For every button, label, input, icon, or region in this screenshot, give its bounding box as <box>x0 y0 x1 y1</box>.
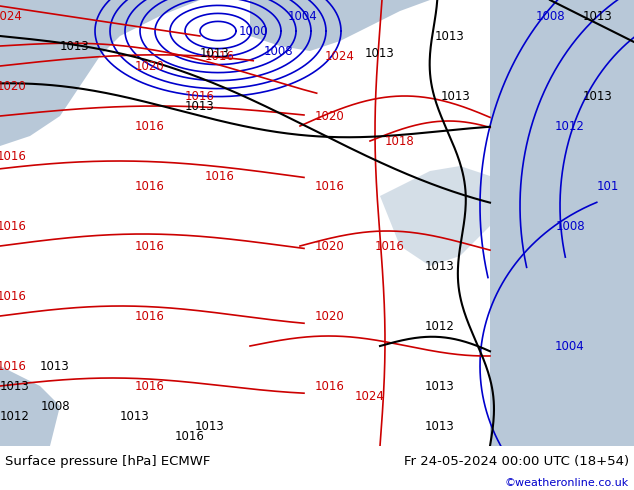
Text: 1000: 1000 <box>238 24 268 38</box>
Text: 1018: 1018 <box>385 134 415 147</box>
Text: 1013: 1013 <box>435 29 465 43</box>
Text: 1016: 1016 <box>135 179 165 193</box>
Text: 1013: 1013 <box>60 40 90 52</box>
Text: 1013: 1013 <box>583 90 613 102</box>
Text: 1012: 1012 <box>0 410 30 422</box>
Text: 1020: 1020 <box>0 79 27 93</box>
Text: 1016: 1016 <box>0 149 27 163</box>
Text: 1020: 1020 <box>315 109 345 122</box>
Text: 1013: 1013 <box>0 379 30 392</box>
Text: 1016: 1016 <box>135 379 165 392</box>
Text: 1016: 1016 <box>135 120 165 132</box>
Text: 1016: 1016 <box>135 240 165 252</box>
Text: 1020: 1020 <box>135 59 165 73</box>
Text: 1013: 1013 <box>195 419 225 433</box>
Text: 1013: 1013 <box>441 90 471 102</box>
Polygon shape <box>0 0 200 146</box>
Text: 1008: 1008 <box>40 399 70 413</box>
Text: 1008: 1008 <box>263 45 293 57</box>
Text: Surface pressure [hPa] ECMWF: Surface pressure [hPa] ECMWF <box>5 455 210 468</box>
Text: 1016: 1016 <box>0 290 27 302</box>
Text: 1013: 1013 <box>425 379 455 392</box>
Text: 1020: 1020 <box>315 240 345 252</box>
Text: 1013: 1013 <box>40 360 70 372</box>
Text: 1008: 1008 <box>555 220 585 232</box>
Text: 1004: 1004 <box>288 9 318 23</box>
Text: 1016: 1016 <box>205 170 235 182</box>
Text: ©weatheronline.co.uk: ©weatheronline.co.uk <box>505 478 629 489</box>
Text: 101: 101 <box>597 179 619 193</box>
Text: 1016: 1016 <box>205 49 235 63</box>
Text: 1016: 1016 <box>315 179 345 193</box>
Text: 1016: 1016 <box>375 240 405 252</box>
Polygon shape <box>250 0 430 51</box>
Text: 1013: 1013 <box>120 410 150 422</box>
Text: 1016: 1016 <box>0 220 27 232</box>
Text: 1013: 1013 <box>425 419 455 433</box>
Text: 1016: 1016 <box>185 90 215 102</box>
Text: 1016: 1016 <box>175 430 205 442</box>
Polygon shape <box>490 0 634 446</box>
Text: 1016: 1016 <box>315 379 345 392</box>
Text: 1013: 1013 <box>425 260 455 272</box>
Text: 1016: 1016 <box>135 310 165 322</box>
Text: 1013: 1013 <box>365 47 395 59</box>
Text: 1024: 1024 <box>325 49 355 63</box>
Text: 1024: 1024 <box>355 390 385 402</box>
Polygon shape <box>380 166 490 266</box>
Text: 1013: 1013 <box>200 47 230 59</box>
Text: 1012: 1012 <box>425 319 455 333</box>
Text: Fr 24-05-2024 00:00 UTC (18+54): Fr 24-05-2024 00:00 UTC (18+54) <box>404 455 629 468</box>
Text: 1024: 1024 <box>0 9 23 23</box>
Text: 1013: 1013 <box>185 99 215 113</box>
Text: 1020: 1020 <box>315 310 345 322</box>
Text: 1013: 1013 <box>583 9 613 23</box>
Text: 1016: 1016 <box>0 360 27 372</box>
Text: 1008: 1008 <box>535 9 565 23</box>
Polygon shape <box>0 366 60 446</box>
Text: 1004: 1004 <box>555 340 585 352</box>
Text: 1012: 1012 <box>555 120 585 132</box>
